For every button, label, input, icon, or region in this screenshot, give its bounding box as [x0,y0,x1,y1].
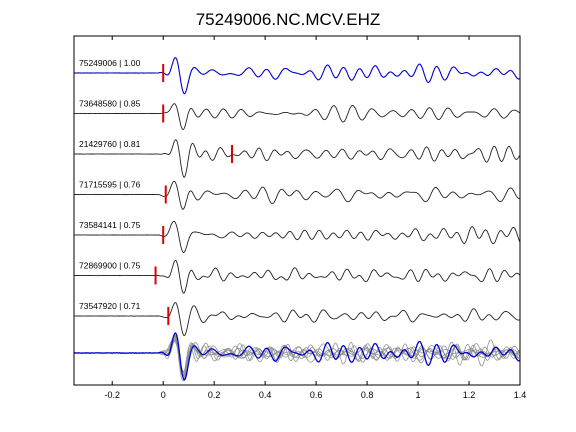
x-tick-label: 0.4 [259,390,272,400]
x-tick-label: 0.8 [361,390,374,400]
x-tick-label: 1.2 [463,390,476,400]
trace-2-label: 21429760 | 0.81 [79,139,141,149]
stack-reference-trace [73,332,521,381]
x-tick-label: 0.2 [208,390,221,400]
trace-2-waveform [74,139,521,178]
trace-0-waveform [73,56,521,95]
x-tick-label: 1.4 [514,390,527,400]
trace-1-label: 73648580 | 0.85 [79,99,141,109]
x-tick-label: -0.2 [104,390,120,400]
stack-trace-6 [73,334,521,377]
trace-6-label: 73547920 | 0.71 [79,301,141,311]
x-axis: -0.2 0 0.2 0.4 0.6 0.8 1 1.2 1.4 [104,36,526,400]
trace-5-waveform [74,259,521,294]
stack-trace-4 [74,335,521,382]
trace-3-label: 71715595 | 0.76 [79,180,141,190]
trace-6-waveform [73,302,521,337]
trace-5-label: 72869900 | 0.75 [79,261,141,271]
trace-3-waveform [74,180,521,210]
x-tick-label: 1 [416,390,421,400]
x-tick-label: 0 [161,390,166,400]
x-tick-label: 0.6 [310,390,323,400]
trace-1-waveform [73,103,521,131]
trace-0-label: 75249006 | 1.00 [79,58,141,68]
axes-frame [73,35,521,386]
chart-title: 75249006.NC.MCV.EHZ [196,10,381,29]
trace-4-label: 73584141 | 0.75 [79,220,141,230]
plot-area: 75249006 | 1.00 73648580 | 0.85 21429760 |… [73,56,521,382]
stack-trace-2 [73,335,521,379]
trace-4-waveform [74,220,521,254]
